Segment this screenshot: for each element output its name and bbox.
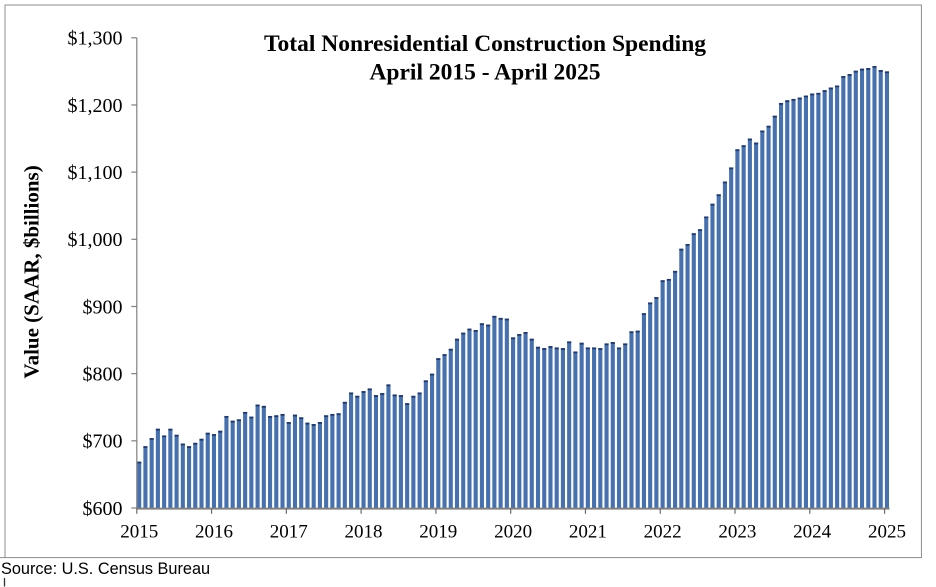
svg-text:2024: 2024	[793, 522, 832, 543]
svg-text:$1,000: $1,000	[68, 229, 123, 251]
svg-text:2018: 2018	[345, 522, 383, 543]
svg-text:Source: U.S. Census Bureau: Source: U.S. Census Bureau	[1, 560, 210, 578]
svg-text:2016: 2016	[195, 522, 233, 543]
svg-text:2025: 2025	[868, 522, 906, 543]
svg-text:2023: 2023	[718, 522, 756, 543]
svg-text:2017: 2017	[270, 522, 308, 543]
svg-text:2019: 2019	[419, 522, 457, 543]
svg-text:2021: 2021	[569, 522, 607, 543]
svg-text:2022: 2022	[644, 522, 682, 543]
svg-text:Value (SAAR, $billions): Value (SAAR, $billions)	[20, 165, 44, 378]
svg-text:2015: 2015	[120, 522, 158, 543]
svg-text:$1,100: $1,100	[68, 162, 123, 184]
svg-text:$900: $900	[83, 296, 123, 318]
svg-text:$1,200: $1,200	[68, 95, 123, 117]
svg-text:Total Nonresidential Construct: Total Nonresidential Construction Spendi…	[264, 31, 706, 57]
svg-text:2020: 2020	[494, 522, 532, 543]
svg-text:$600: $600	[83, 498, 123, 520]
svg-text:April 2015 - April 2025: April 2015 - April 2025	[369, 60, 600, 86]
svg-text:$1,300: $1,300	[68, 28, 123, 50]
svg-text:$800: $800	[83, 364, 123, 386]
svg-text:$700: $700	[83, 431, 123, 453]
